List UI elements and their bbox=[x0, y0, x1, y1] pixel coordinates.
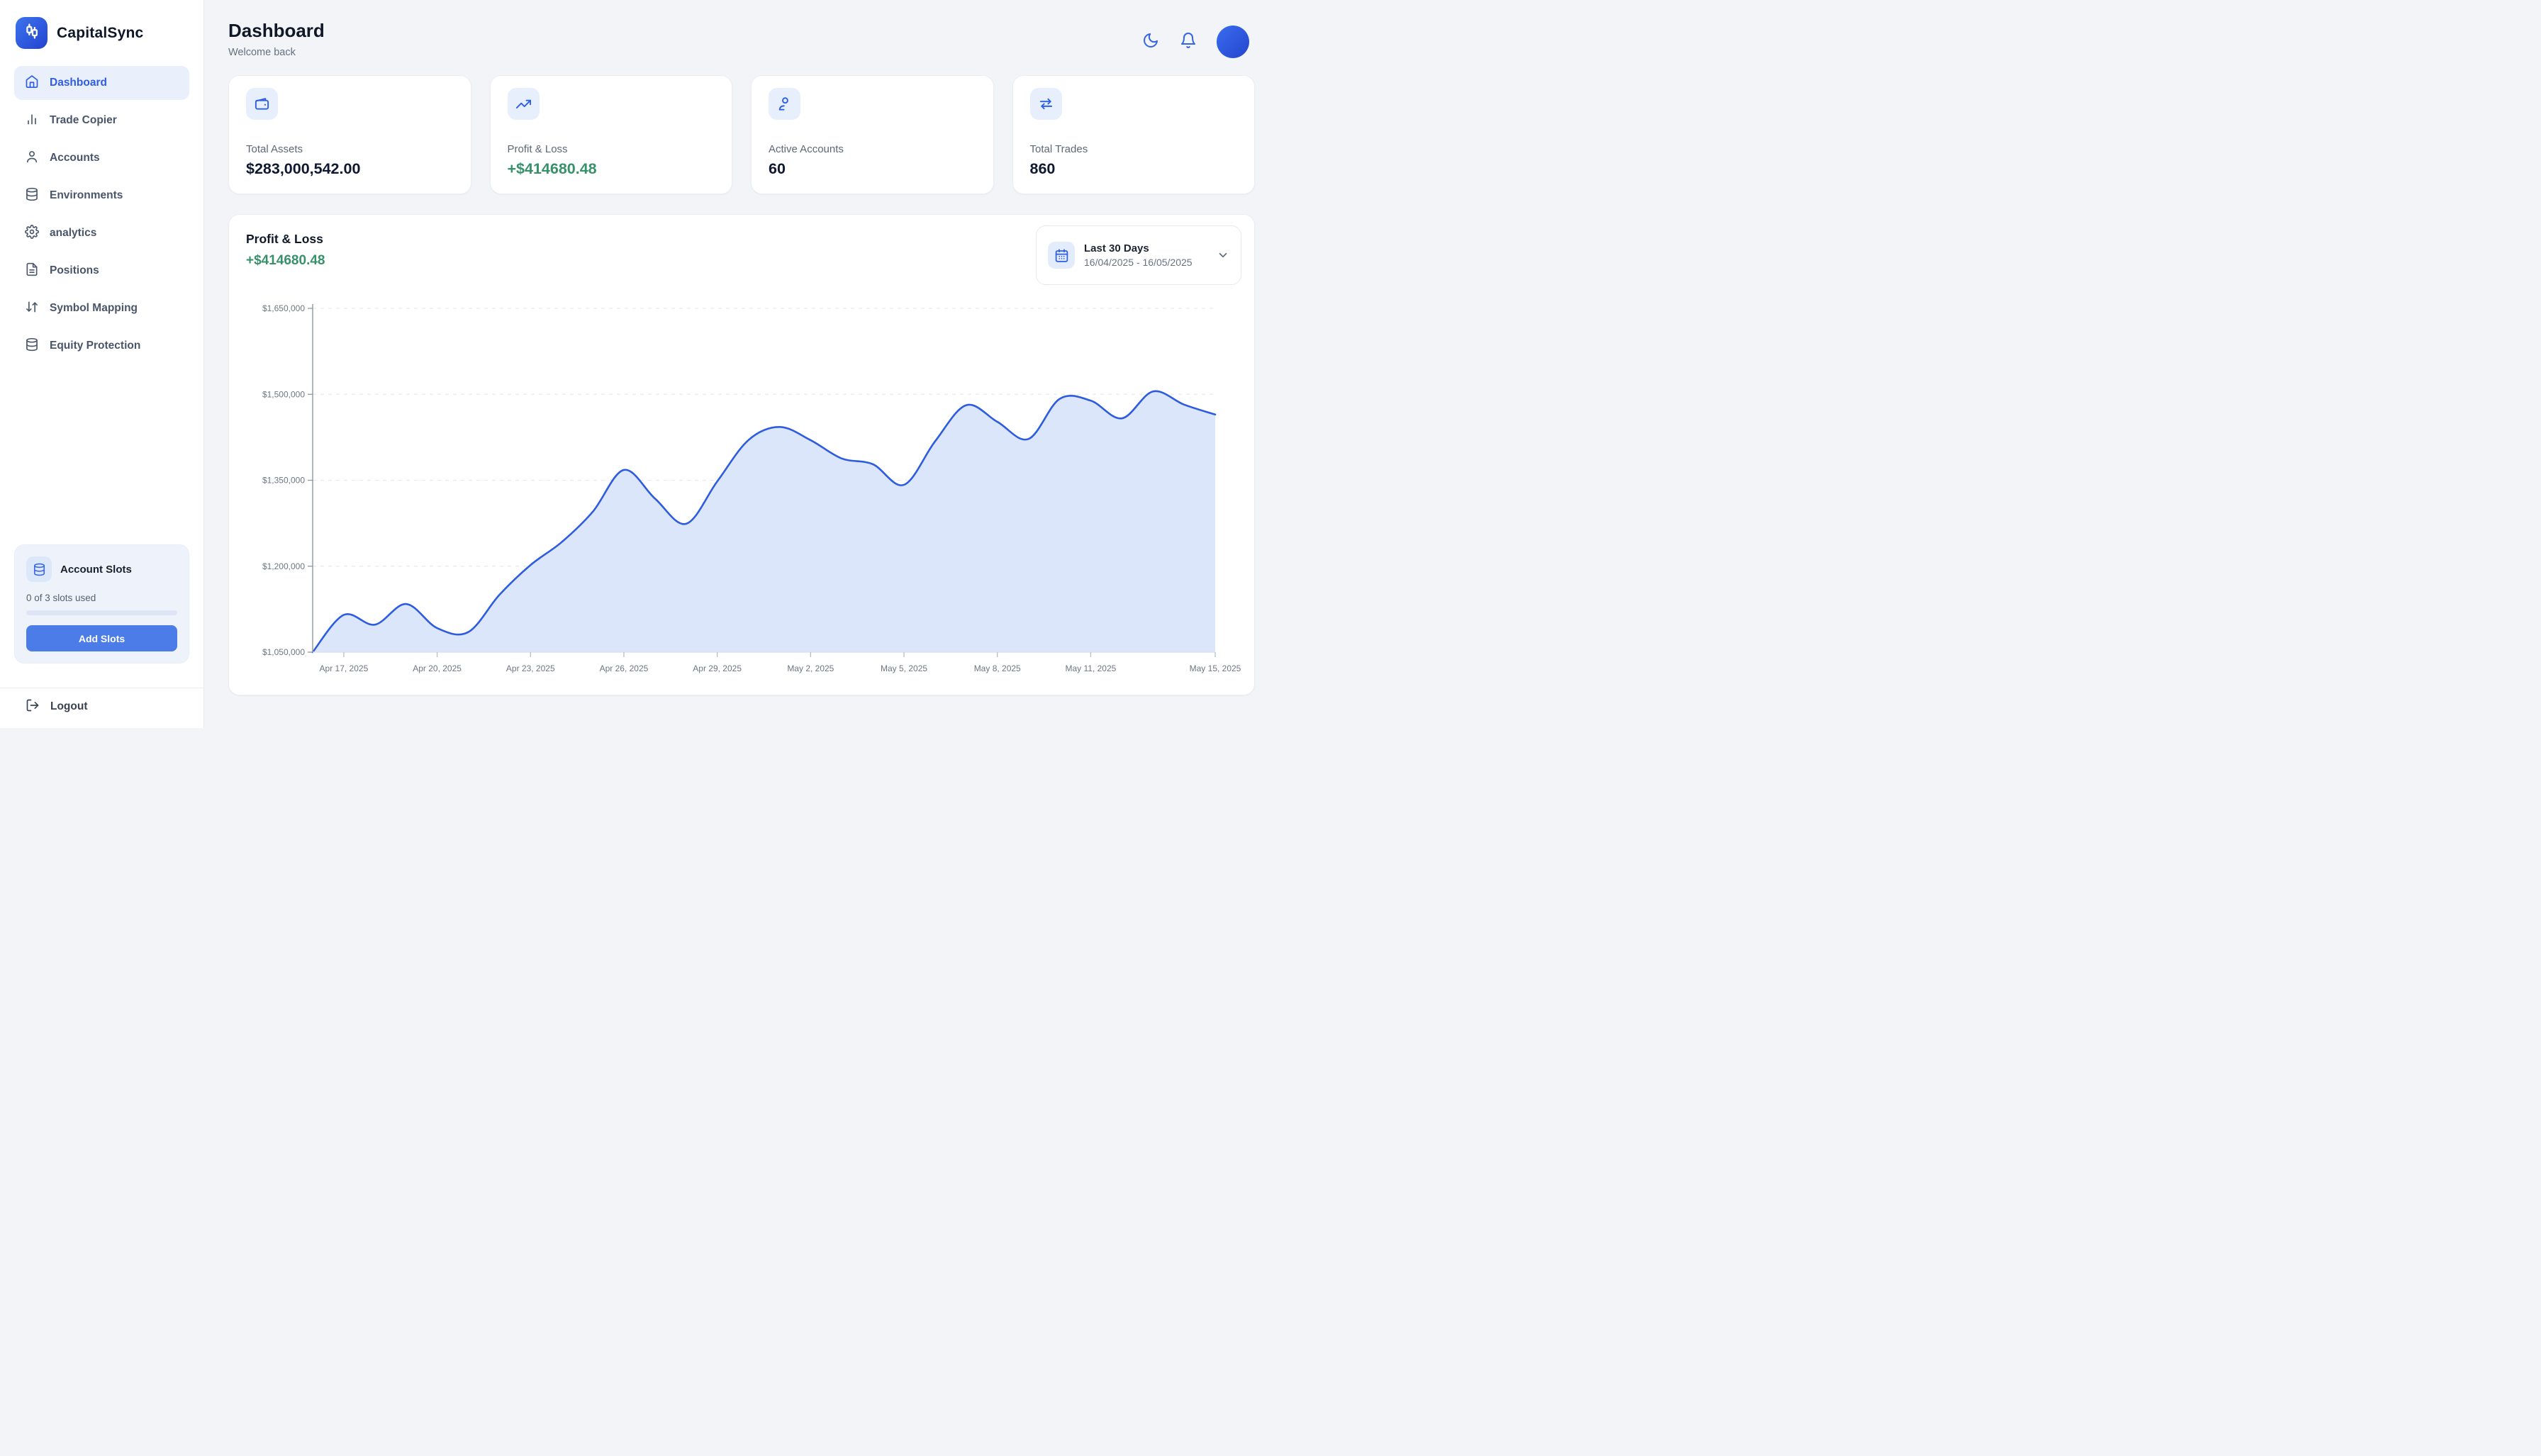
brand-name: CapitalSync bbox=[57, 25, 143, 42]
database-icon bbox=[25, 337, 39, 355]
arrows-up-down-icon bbox=[25, 300, 39, 318]
sidebar-item-label: Symbol Mapping bbox=[50, 302, 138, 315]
stat-label: Total Assets bbox=[246, 143, 454, 155]
avatar[interactable] bbox=[1217, 26, 1249, 58]
stat-label: Total Trades bbox=[1030, 143, 1238, 155]
svg-text:Apr 29, 2025: Apr 29, 2025 bbox=[693, 663, 742, 673]
main-content: Dashboard Welcome back Total Assets $28 bbox=[204, 0, 1270, 695]
sidebar-item-label: Accounts bbox=[50, 152, 100, 164]
profit-loss-chart-card: Profit & Loss +$414680.48 Last 30 Days 1… bbox=[228, 214, 1255, 695]
svg-text:May 11, 2025: May 11, 2025 bbox=[1065, 663, 1116, 673]
svg-text:$1,050,000: $1,050,000 bbox=[262, 647, 305, 657]
wallet-icon bbox=[246, 88, 278, 120]
stat-value: +$414680.48 bbox=[508, 160, 715, 178]
stat-label: Profit & Loss bbox=[508, 143, 715, 155]
sidebar-item-label: Dashboard bbox=[50, 77, 107, 89]
svg-text:Apr 26, 2025: Apr 26, 2025 bbox=[600, 663, 649, 673]
sidebar-item-accounts[interactable]: Accounts bbox=[14, 141, 189, 175]
add-slots-button[interactable]: Add Slots bbox=[26, 625, 177, 651]
database-icon bbox=[26, 556, 52, 582]
chevron-down-icon bbox=[1217, 249, 1229, 262]
svg-text:May 15, 2025: May 15, 2025 bbox=[1190, 663, 1241, 673]
account-slots-card: Account Slots 0 of 3 slots used Add Slot… bbox=[14, 544, 189, 663]
bell-icon bbox=[1180, 32, 1197, 52]
stat-card-total-assets: Total Assets $283,000,542.00 bbox=[228, 75, 471, 194]
logout-icon bbox=[26, 698, 40, 716]
stat-card-total-trades: Total Trades 860 bbox=[1012, 75, 1256, 194]
svg-text:May 8, 2025: May 8, 2025 bbox=[974, 663, 1021, 673]
stat-value: $283,000,542.00 bbox=[246, 160, 454, 178]
sidebar-item-equity-protection[interactable]: Equity Protection bbox=[14, 329, 189, 363]
svg-text:$1,350,000: $1,350,000 bbox=[262, 476, 305, 486]
trending-up-icon bbox=[508, 88, 540, 120]
sidebar-item-label: analytics bbox=[50, 227, 96, 240]
sidebar-item-label: Environments bbox=[50, 189, 123, 202]
sidebar-item-trade-copier[interactable]: Trade Copier bbox=[14, 103, 189, 138]
page-title: Dashboard bbox=[228, 20, 325, 42]
sidebar-item-label: Equity Protection bbox=[50, 340, 140, 352]
stat-value: 60 bbox=[769, 160, 976, 178]
moon-icon bbox=[1142, 32, 1159, 52]
date-range-selector[interactable]: Last 30 Days 16/04/2025 - 16/05/2025 bbox=[1036, 225, 1241, 285]
account-slots-usage: 0 of 3 slots used bbox=[26, 593, 177, 603]
svg-text:$1,650,000: $1,650,000 bbox=[262, 303, 305, 313]
account-slots-title: Account Slots bbox=[60, 564, 132, 576]
account-slots-progress bbox=[26, 610, 177, 615]
sidebar-item-dashboard[interactable]: Dashboard bbox=[14, 66, 189, 100]
sidebar-item-positions[interactable]: Positions bbox=[14, 254, 189, 288]
stats-row: Total Assets $283,000,542.00 Profit & Lo… bbox=[228, 75, 1255, 194]
notifications-button[interactable] bbox=[1179, 33, 1197, 51]
stat-label: Active Accounts bbox=[769, 143, 976, 155]
gear-icon bbox=[25, 225, 39, 242]
svg-text:Apr 17, 2025: Apr 17, 2025 bbox=[320, 663, 369, 673]
sidebar-nav: Dashboard Trade Copier Accounts Environm… bbox=[0, 66, 203, 363]
svg-text:$1,500,000: $1,500,000 bbox=[262, 389, 305, 399]
file-icon bbox=[25, 262, 39, 280]
sidebar-item-label: Trade Copier bbox=[50, 114, 117, 127]
page-subtitle: Welcome back bbox=[228, 47, 325, 58]
stat-card-active-accounts: Active Accounts 60 bbox=[751, 75, 994, 194]
app-logo bbox=[16, 17, 48, 49]
svg-text:$1,200,000: $1,200,000 bbox=[262, 561, 305, 571]
stat-card-profit-loss: Profit & Loss +$414680.48 bbox=[490, 75, 733, 194]
svg-text:Apr 20, 2025: Apr 20, 2025 bbox=[413, 663, 462, 673]
bar-chart-icon bbox=[25, 112, 39, 130]
calendar-icon bbox=[1048, 242, 1075, 269]
svg-text:May 5, 2025: May 5, 2025 bbox=[881, 663, 927, 673]
home-icon bbox=[25, 74, 39, 92]
date-range-dates: 16/04/2025 - 16/05/2025 bbox=[1084, 257, 1193, 268]
sidebar-item-symbol-mapping[interactable]: Symbol Mapping bbox=[14, 291, 189, 325]
candlestick-logo-icon bbox=[23, 22, 41, 44]
stat-value: 860 bbox=[1030, 160, 1238, 178]
date-range-label: Last 30 Days bbox=[1084, 242, 1193, 254]
database-icon bbox=[25, 187, 39, 205]
brand: CapitalSync bbox=[0, 0, 203, 53]
dark-mode-toggle[interactable] bbox=[1141, 33, 1160, 51]
svg-text:Apr 23, 2025: Apr 23, 2025 bbox=[506, 663, 555, 673]
profit-loss-area-chart: $1,650,000 $1,500,000 $1,350,000 $1,200,000… bbox=[246, 300, 1253, 694]
transfer-icon bbox=[1030, 88, 1062, 120]
sidebar-item-label: Positions bbox=[50, 264, 99, 277]
sidebar-item-environments[interactable]: Environments bbox=[14, 179, 189, 213]
svg-text:May 2, 2025: May 2, 2025 bbox=[787, 663, 834, 673]
user-icon bbox=[769, 88, 800, 120]
topbar: Dashboard Welcome back bbox=[228, 0, 1255, 58]
user-icon bbox=[25, 150, 39, 167]
sidebar-item-analytics[interactable]: analytics bbox=[14, 216, 189, 250]
logout-label: Logout bbox=[50, 700, 88, 713]
sidebar: CapitalSync Dashboard Trade Copier Accou… bbox=[0, 0, 204, 728]
logout-button[interactable]: Logout bbox=[16, 691, 98, 722]
